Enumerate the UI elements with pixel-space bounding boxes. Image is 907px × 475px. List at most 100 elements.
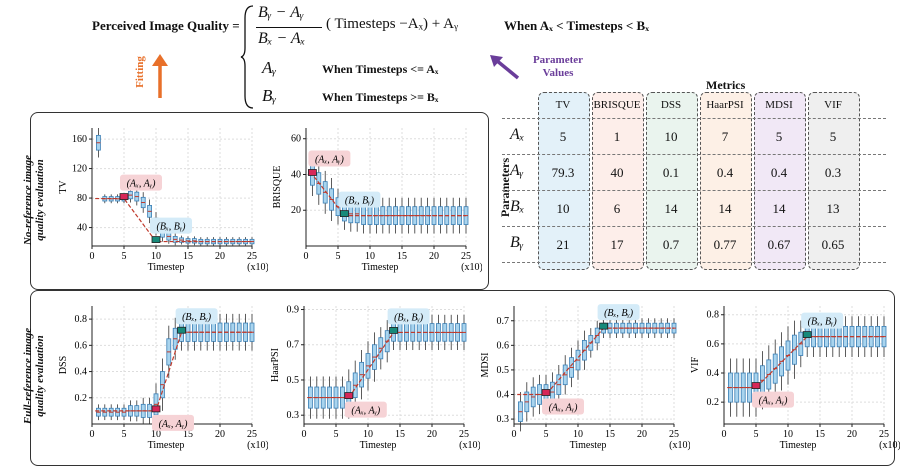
annotation-b-box: [387, 308, 430, 325]
table-title: Metrics: [706, 78, 746, 92]
chart-mdsi: 0 5 10 15 20 25 0.3 0.4 0.5 0.6 0.7 Timestep (x10) MD…: [480, 304, 690, 451]
nr-panel-title: No-reference image quality evaluation: [22, 150, 46, 250]
x-tick-label: 0: [90, 251, 95, 262]
formula-brace: [240, 5, 254, 109]
x-tick-label: 20: [429, 251, 439, 262]
annotation-b-box: [150, 217, 192, 234]
x-tick-label: 5: [334, 429, 339, 440]
x-tick-label: 20: [637, 429, 647, 440]
y-axis-label: TV: [58, 180, 69, 194]
fr-title-line2: quality evaluation: [34, 335, 46, 417]
x-axis-label: Timestep: [362, 262, 399, 273]
x-axis-unit: (x10): [669, 440, 690, 451]
y-tick-label: 0.2: [75, 393, 88, 404]
flag-a-marker: [751, 382, 761, 389]
y-tick-label: 0.7: [287, 340, 300, 351]
x-axis-label: Timestep: [780, 440, 817, 451]
table-cell: 13: [826, 201, 840, 216]
y-axis-label: BRISQUE: [272, 166, 283, 209]
annotation-a-box: [542, 398, 584, 415]
table-col-haarpsi: [700, 92, 752, 270]
x-tick-label: 5: [122, 251, 127, 262]
x-tick-label: 0: [512, 429, 517, 440]
y-tick-label: 20: [291, 205, 301, 216]
y-axis-label: MDSI: [480, 352, 491, 377]
table-header: DSS: [660, 99, 682, 111]
annotation-b-label: (Bₓ, Bᵧ): [156, 222, 186, 233]
annotation-a-box: [308, 150, 351, 167]
annotation-a-box: [120, 174, 162, 191]
x-axis-unit: (x10): [461, 262, 482, 273]
full-reference-panel: [30, 290, 895, 466]
nr-title-line1: No-reference image: [22, 154, 34, 246]
param-values-label: Parameter Values: [532, 54, 584, 79]
x-tick-label: 20: [215, 251, 225, 262]
formula-frac-den: Bₓ − Aₓ: [258, 30, 306, 47]
annotation-b-label: (Bₓ, Bᵧ): [182, 312, 212, 323]
table-cell: 14: [718, 201, 732, 216]
x-tick-label: 25: [879, 429, 889, 440]
table-col-brisque: [592, 92, 644, 270]
y-tick-label: 60: [291, 134, 301, 145]
fitting-arrow-icon: [152, 54, 168, 98]
table-cell: 1: [613, 129, 621, 144]
x-axis-unit: (x10): [879, 440, 900, 451]
y-tick-label: 120: [72, 164, 87, 175]
table-row-line: [502, 154, 886, 155]
y-tick-label: 0.5: [497, 365, 510, 376]
y-tick-label: 160: [72, 134, 87, 145]
table-param-label: Aᵧ: [510, 162, 524, 179]
table-header: VIF: [824, 99, 842, 111]
x-tick-label: 25: [247, 429, 257, 440]
formula-lhs: Perceived Image Quality =: [92, 18, 240, 33]
fit-line: [95, 197, 252, 243]
metrics-table: Metrics Parameters TV BRISQUE DSS HaarPSI MD…: [492, 78, 886, 278]
y-tick-label: 40: [291, 169, 301, 180]
y-tick-label: 0.6: [497, 340, 510, 351]
formula-case3-cond: When Timesteps >= Bₓ: [322, 90, 439, 104]
table-cell: 0.77: [713, 237, 737, 252]
table-row-line: [502, 226, 886, 227]
formula-case2-cond: When Timesteps <= Aₓ: [322, 62, 439, 76]
flag-b-marker: [599, 322, 608, 330]
y-tick-label: 0.4: [707, 368, 720, 379]
fitting-label: Fitting: [133, 56, 146, 88]
table-header: TV: [555, 99, 571, 111]
x-tick-label: 20: [847, 429, 857, 440]
chart-vif: 0 5 10 15 20 25 0.2 0.4 0.6 0.8 Timestep (x10) VIF (A…: [690, 306, 900, 451]
y-axis-label: HaarPSI: [270, 348, 281, 382]
table-cell: 17: [610, 237, 624, 252]
annotation-a-label: (Aₓ, Aᵧ): [759, 396, 789, 407]
y-tick-label: 0.3: [497, 414, 510, 425]
flag-a-marker: [308, 169, 317, 176]
table-cell: 0.4: [716, 165, 734, 180]
fit-line: [727, 335, 884, 389]
x-tick-label: 0: [90, 429, 95, 440]
table-header: MDSI: [765, 99, 793, 111]
x-tick-label: 5: [754, 429, 759, 440]
flag-b-marker: [389, 327, 398, 334]
x-tick-label: 25: [461, 251, 471, 262]
y-tick-label: 0.8: [707, 310, 720, 321]
x-axis-unit: (x10): [459, 440, 480, 451]
chart-dss: 0 5 10 15 20 25 0.2 0.4 0.6 0.8 Timestep (x10) DSS (A…: [58, 306, 268, 451]
table-cell: 0.3: [824, 165, 842, 180]
y-tick-label: 0.2: [707, 397, 720, 408]
table-cell: 0.65: [821, 237, 845, 252]
x-tick-label: 15: [183, 429, 193, 440]
formula-frac-num: Bᵧ − Aᵧ: [258, 4, 304, 21]
x-axis-label: Timestep: [148, 262, 185, 273]
y-tick-label: 80: [77, 193, 87, 204]
table-param-label: Bᵧ: [510, 234, 524, 251]
table-param-label: Bₓ: [510, 198, 525, 215]
x-axis-unit: (x10): [247, 440, 268, 451]
annotation-b-box: [338, 191, 381, 208]
no-reference-panel: [30, 112, 489, 290]
table-cell: 5: [829, 129, 837, 144]
fit-line: [517, 327, 674, 396]
x-axis-unit: (x10): [247, 262, 268, 273]
y-tick-label: 0.5: [287, 375, 300, 386]
flag-a-marker: [119, 193, 129, 200]
table-cell: 6: [613, 201, 621, 216]
x-tick-label: 15: [397, 251, 407, 262]
